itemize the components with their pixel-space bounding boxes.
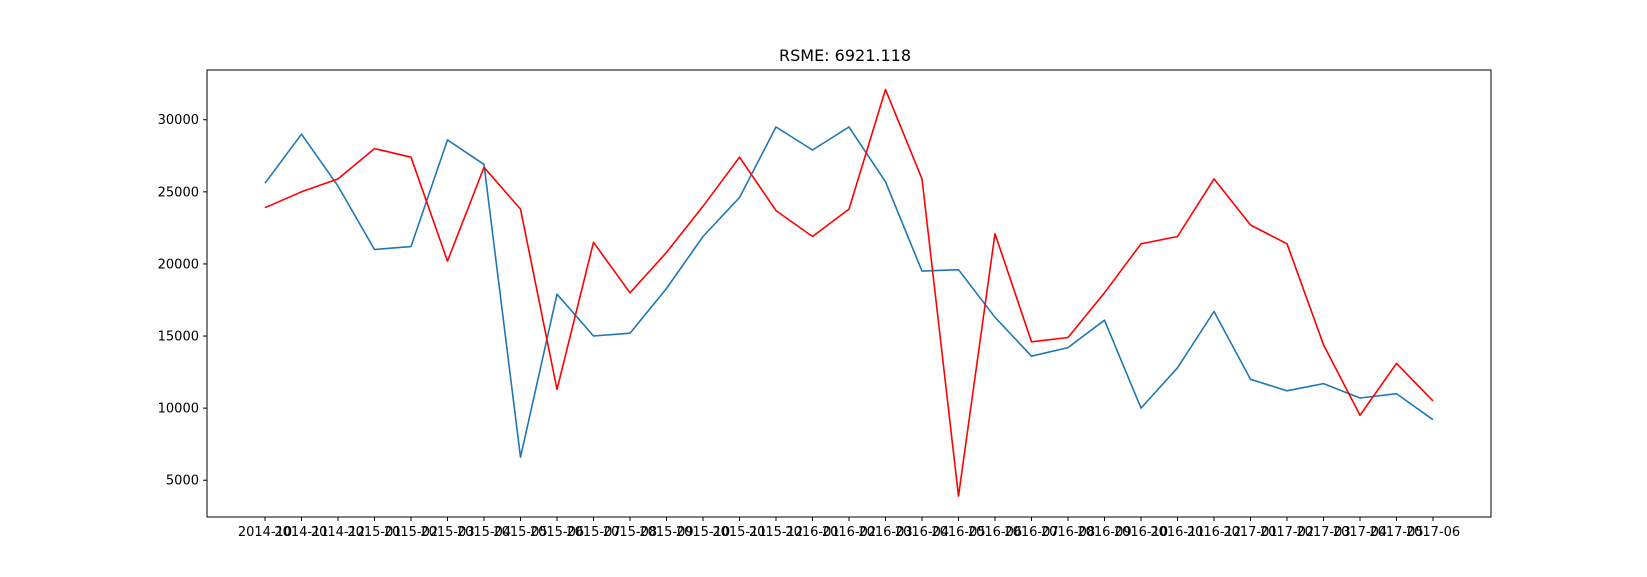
x-tick-label: 2016-10	[1114, 525, 1168, 540]
x-tick-label: 2016-09	[1077, 525, 1131, 540]
series-line-1	[264, 126, 1434, 459]
x-tick-label: 2016-02	[822, 525, 876, 540]
x-tick-label: 2014-12	[311, 525, 365, 540]
x-tick-label: 2016-07	[1004, 525, 1058, 540]
x-tick-label: 2017-01	[1223, 525, 1277, 540]
x-tick-label: 2015-07	[566, 525, 620, 540]
x-tick-label: 2015-04	[457, 525, 511, 540]
y-tick-label: 15000	[158, 330, 199, 345]
x-tick-label: 2017-03	[1296, 525, 1350, 540]
x-tick-label: 2017-05	[1369, 525, 1423, 540]
x-tick-label: 2015-01	[347, 525, 401, 540]
x-tick-label: 2016-04	[895, 525, 949, 540]
x-tick-label: 2016-05	[931, 525, 985, 540]
x-tick-label: 2016-08	[1041, 525, 1095, 540]
x-tick-label: 2017-02	[1260, 525, 1314, 540]
y-tick-label: 20000	[158, 257, 199, 272]
x-tick-label: 2014-10	[238, 525, 292, 540]
series-layer	[264, 88, 1434, 497]
x-tick-label: 2015-06	[530, 525, 584, 540]
x-tick-label: 2015-03	[420, 525, 474, 540]
x-tick-label: 2016-03	[858, 525, 912, 540]
x-tick-label: 2016-01	[785, 525, 839, 540]
x-tick-label: 2015-09	[639, 525, 693, 540]
x-tick-label: 2014-11	[274, 525, 328, 540]
x-tick-label: 2015-05	[493, 525, 547, 540]
x-tick-label: 2015-08	[603, 525, 657, 540]
x-tick-label: 2017-04	[1333, 525, 1387, 540]
x-tick-label: 2016-06	[968, 525, 1022, 540]
x-tick-label: 2015-11	[712, 525, 766, 540]
x-tick-label: 2017-06	[1406, 525, 1460, 540]
x-axis: 2014-102014-112014-122015-012015-022015-…	[238, 517, 1460, 540]
y-tick-label: 25000	[158, 185, 199, 200]
x-tick-label: 2016-12	[1187, 525, 1241, 540]
y-tick-label: 10000	[158, 402, 199, 417]
plot-area-frame	[206, 69, 1492, 518]
x-tick-label: 2015-10	[676, 525, 730, 540]
x-tick-label: 2016-11	[1150, 525, 1204, 540]
chart-title: RSME: 6921.118	[779, 46, 911, 65]
y-tick-label: 5000	[166, 474, 199, 489]
x-tick-label: 2015-02	[384, 525, 438, 540]
y-tick-label: 30000	[158, 113, 199, 128]
series-line-2	[264, 88, 1434, 497]
y-axis: 5000 10000 15000 20000 25000 30000	[158, 113, 207, 489]
x-tick-label: 2015-12	[749, 525, 803, 540]
